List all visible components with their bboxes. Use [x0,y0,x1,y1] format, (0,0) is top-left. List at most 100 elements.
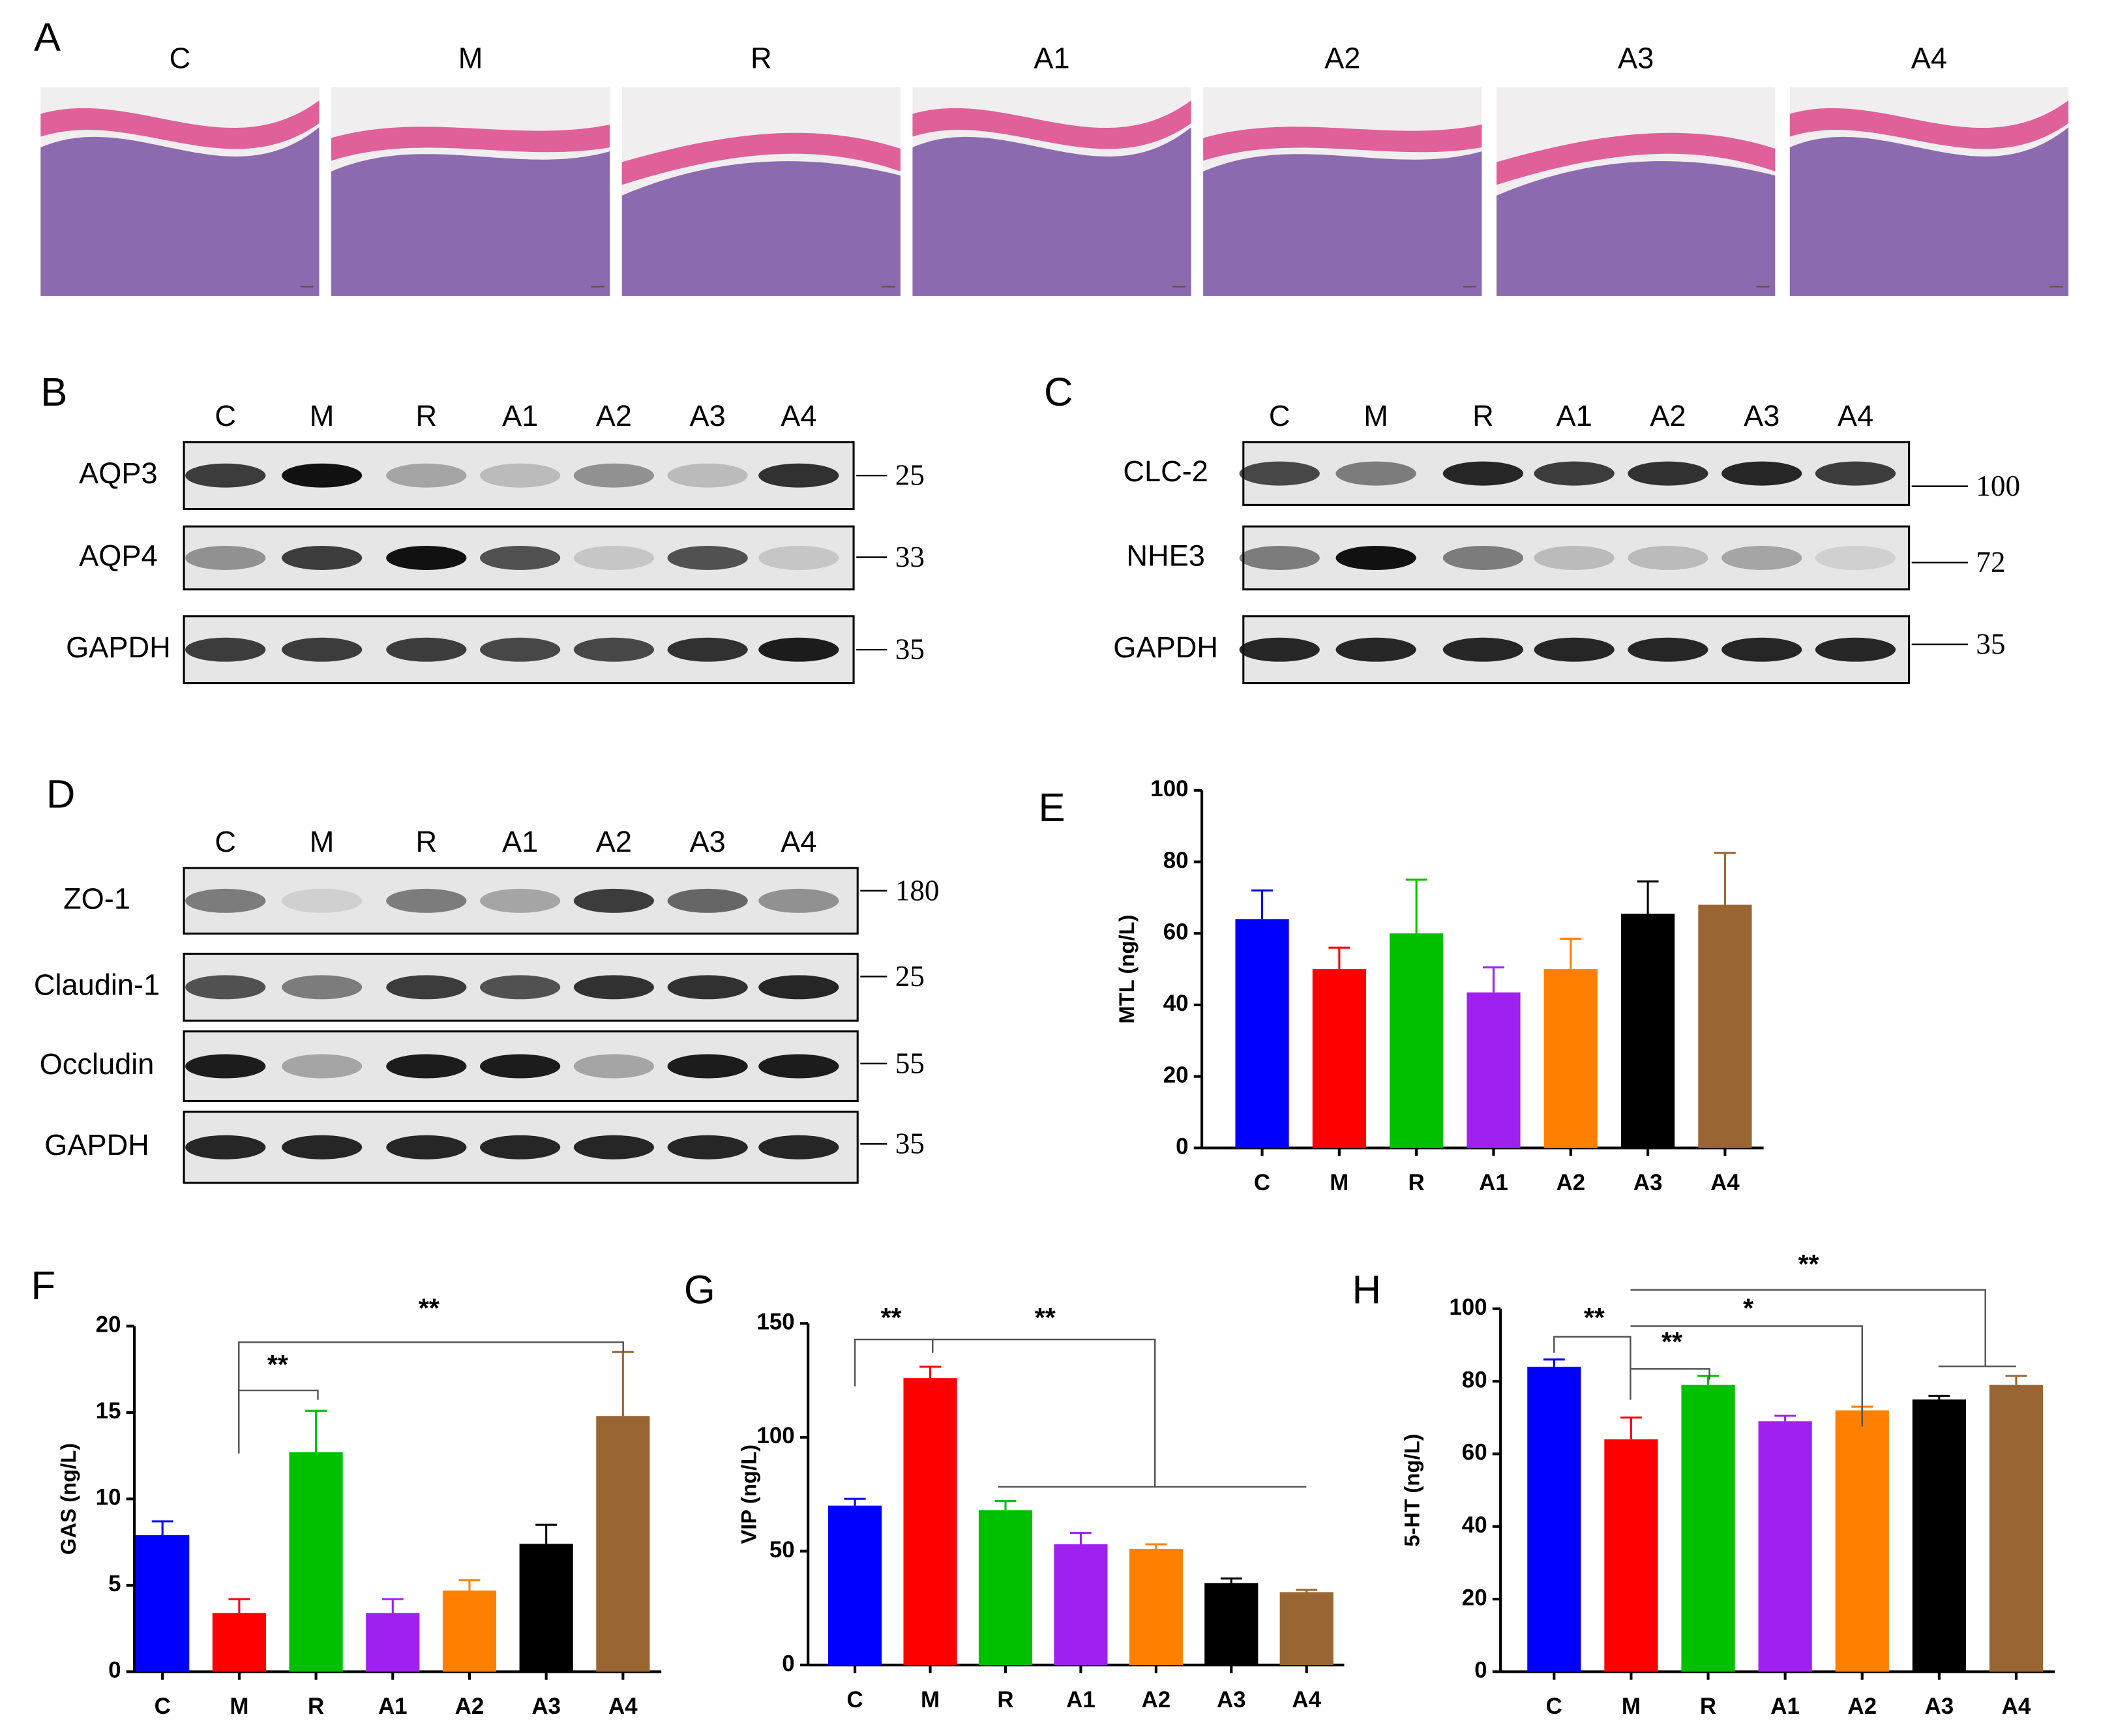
bar [212,1613,266,1672]
band [386,463,467,488]
protein-label: GAPDH [1113,631,1218,664]
y-tick-label: 15 [96,1398,121,1424]
band [185,888,266,913]
bar [1312,969,1366,1148]
significance-label: ** [419,1293,440,1323]
group-label: A3 [1618,41,1654,74]
x-tick-label: A3 [1925,1694,1954,1719]
bar [828,1505,882,1666]
band [758,975,839,1000]
panel-letter: A [34,15,61,60]
error-bar [1637,880,1659,914]
protein-label: Occludin [40,1047,155,1081]
protein-label: NHE3 [1126,539,1205,572]
panel-letter: F [31,1263,56,1308]
x-tick-label: C [155,1694,171,1719]
mucosa [40,127,320,296]
band [479,1135,561,1160]
band [185,1054,266,1079]
band [1534,461,1615,486]
lane-label: R [1472,399,1494,432]
lane-label: A1 [502,825,538,858]
band [573,637,655,662]
bar [1543,969,1598,1148]
mw-label: 55 [895,1047,925,1079]
band [1815,461,1896,486]
lane-label: A3 [1744,399,1780,432]
muscle [912,100,1191,149]
y-axis-label: VIP (ng/L) [737,1444,761,1544]
x-tick-label: R [997,1687,1013,1713]
band [386,888,467,913]
error-bar [305,1409,327,1452]
x-tick-label: M [1622,1694,1641,1719]
group-label: A1 [1034,41,1069,74]
protein-label: Claudin-1 [34,968,160,1002]
y-tick-label: 20 [96,1312,121,1338]
x-tick-label: C [1254,1170,1270,1195]
band [1628,637,1708,662]
band [1335,461,1416,486]
x-tick-label: A2 [1847,1694,1877,1719]
muscle [40,100,320,149]
mw-label: 100 [1976,470,2020,502]
mw-label: 180 [895,874,940,906]
lane-label: A4 [781,399,816,432]
error-bar [2005,1375,2027,1385]
bar [1758,1421,1812,1672]
band [479,546,561,570]
y-tick-label: 0 [782,1651,794,1676]
bar [1989,1384,2044,1672]
lane-label: A2 [1650,399,1686,432]
bar [978,1510,1033,1666]
bar [1129,1549,1183,1666]
band [185,975,266,1000]
band [386,546,467,570]
protein-label: GAPDH [44,1128,149,1161]
band [758,1054,839,1079]
y-tick-label: 20 [1163,1062,1189,1088]
band [479,637,561,662]
band [667,463,748,488]
mucosa [1496,161,1776,296]
bar [1604,1439,1658,1672]
x-tick-label: A4 [2002,1694,2031,1719]
panel-letter: D [46,771,75,816]
bar [1204,1583,1259,1666]
band [1239,637,1320,662]
bar [1621,914,1675,1148]
band [479,975,561,1000]
lane-label: A4 [1838,399,1873,432]
x-tick-label: A4 [1292,1687,1321,1713]
protein-label: AQP4 [79,539,158,572]
bar [136,1535,190,1672]
band [1815,546,1896,570]
band [667,975,748,1000]
x-tick-label: A3 [1633,1170,1663,1195]
significance-label: ** [1584,1302,1605,1332]
mw-label: 35 [1976,627,2005,660]
error-bar [1543,1358,1565,1367]
band [667,888,748,913]
band [573,975,655,1000]
mucosa [621,161,901,296]
error-bar [612,1351,634,1416]
x-tick-label: C [847,1687,863,1713]
error-bar [1069,1532,1092,1545]
band [185,546,266,570]
significance-bracket [932,1338,1307,1488]
x-tick-label: C [1546,1694,1562,1719]
x-tick-label: A3 [531,1694,561,1719]
error-bar [1620,1416,1642,1440]
band [281,463,363,488]
y-axis-label: MTL (ng/L) [1114,914,1139,1023]
band [667,546,748,570]
error-bar [1328,946,1350,970]
band [1442,461,1524,486]
y-tick-label: 5 [108,1571,121,1596]
lane-label: M [310,825,335,858]
error-bar [1774,1414,1796,1422]
x-tick-label: M [1330,1170,1349,1195]
significance-bracket [1630,1289,2016,1368]
lane-label: A1 [1556,399,1592,432]
